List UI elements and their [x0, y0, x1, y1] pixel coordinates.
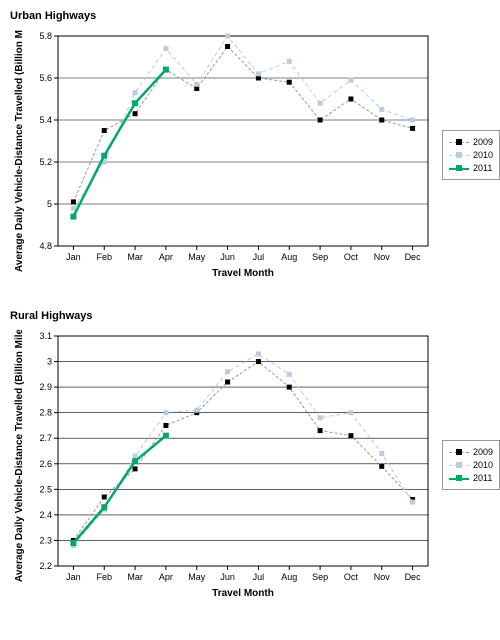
- legend-item-2010: 2010: [449, 459, 493, 471]
- svg-text:Sep: Sep: [312, 252, 328, 262]
- svg-text:Aug: Aug: [281, 252, 297, 262]
- svg-text:Apr: Apr: [159, 252, 173, 262]
- legend-item-2010: 2010: [449, 149, 493, 161]
- svg-text:Feb: Feb: [96, 572, 112, 582]
- svg-text:May: May: [188, 252, 206, 262]
- svg-text:5.2: 5.2: [39, 157, 52, 167]
- svg-text:2.8: 2.8: [39, 408, 52, 418]
- svg-text:Travel Month: Travel Month: [212, 268, 274, 279]
- svg-text:2.2: 2.2: [39, 561, 52, 571]
- svg-text:Apr: Apr: [159, 572, 173, 582]
- svg-text:Nov: Nov: [374, 572, 391, 582]
- svg-text:Dec: Dec: [405, 252, 422, 262]
- svg-text:Oct: Oct: [344, 572, 359, 582]
- legend-item-2009: 2009: [449, 136, 493, 148]
- svg-text:Feb: Feb: [96, 252, 112, 262]
- svg-text:Jun: Jun: [220, 252, 235, 262]
- svg-text:Nov: Nov: [374, 252, 391, 262]
- svg-text:Jun: Jun: [220, 572, 235, 582]
- chart-plot: 2.2 2.3 2.4 2.5 2.6 2.7 2.8 2.9 3 3.1 Jan Feb Mar Apr…: [10, 330, 434, 600]
- svg-text:3.1: 3.1: [39, 331, 52, 341]
- svg-text:Mar: Mar: [127, 572, 143, 582]
- chart-title: Urban Highways: [10, 10, 490, 22]
- legend-label: 2011: [473, 473, 492, 483]
- svg-text:5.4: 5.4: [39, 115, 52, 125]
- legend-item-2011: 2011: [449, 162, 493, 174]
- svg-text:Average Daily Vehicle-Distance: Average Daily Vehicle-Distance Travelled…: [14, 30, 25, 272]
- legend-item-2009: 2009: [449, 446, 493, 458]
- svg-text:Dec: Dec: [405, 572, 422, 582]
- svg-text:Mar: Mar: [127, 252, 143, 262]
- svg-text:Jan: Jan: [66, 252, 81, 262]
- svg-text:Oct: Oct: [344, 252, 359, 262]
- legend-label: 2010: [473, 460, 493, 470]
- svg-text:Travel Month: Travel Month: [212, 588, 274, 599]
- legend-label: 2009: [473, 447, 493, 457]
- legend-label: 2010: [473, 150, 493, 160]
- svg-text:Average Daily Vehicle-Distance: Average Daily Vehicle-Distance Travelled…: [14, 330, 25, 582]
- svg-text:May: May: [188, 572, 206, 582]
- svg-text:2.6: 2.6: [39, 459, 52, 469]
- svg-text:5: 5: [47, 199, 52, 209]
- svg-text:2.3: 2.3: [39, 535, 52, 545]
- chart-title: Rural Highways: [10, 310, 490, 322]
- svg-text:Jul: Jul: [253, 572, 265, 582]
- svg-text:Sep: Sep: [312, 572, 328, 582]
- legend: 2009 2010 2011: [442, 130, 500, 180]
- svg-text:2.4: 2.4: [39, 510, 52, 520]
- svg-text:Jul: Jul: [253, 252, 265, 262]
- svg-text:Aug: Aug: [281, 572, 297, 582]
- svg-text:2.7: 2.7: [39, 433, 52, 443]
- svg-text:2.9: 2.9: [39, 382, 52, 392]
- svg-text:2.5: 2.5: [39, 484, 52, 494]
- svg-text:3: 3: [47, 357, 52, 367]
- svg-text:5.8: 5.8: [39, 31, 52, 41]
- rural-chart: Rural Highways 2.2 2.3 2.4 2.5 2.6 2.7 2.8 2.9 3…: [10, 310, 490, 600]
- urban-chart: Urban Highways 4.8 5 5.2 5.4 5.6 5.8 Jan Feb Mar…: [10, 10, 490, 280]
- svg-text:Jan: Jan: [66, 572, 81, 582]
- chart-plot: 4.8 5 5.2 5.4 5.6 5.8 Jan Feb Mar Apr May Jun Jul Aug…: [10, 30, 434, 280]
- legend: 2009 2010 2011: [442, 440, 500, 490]
- legend-label: 2011: [473, 163, 492, 173]
- legend-label: 2009: [473, 137, 493, 147]
- legend-item-2011: 2011: [449, 472, 493, 484]
- svg-text:5.6: 5.6: [39, 73, 52, 83]
- svg-text:4.8: 4.8: [39, 241, 52, 251]
